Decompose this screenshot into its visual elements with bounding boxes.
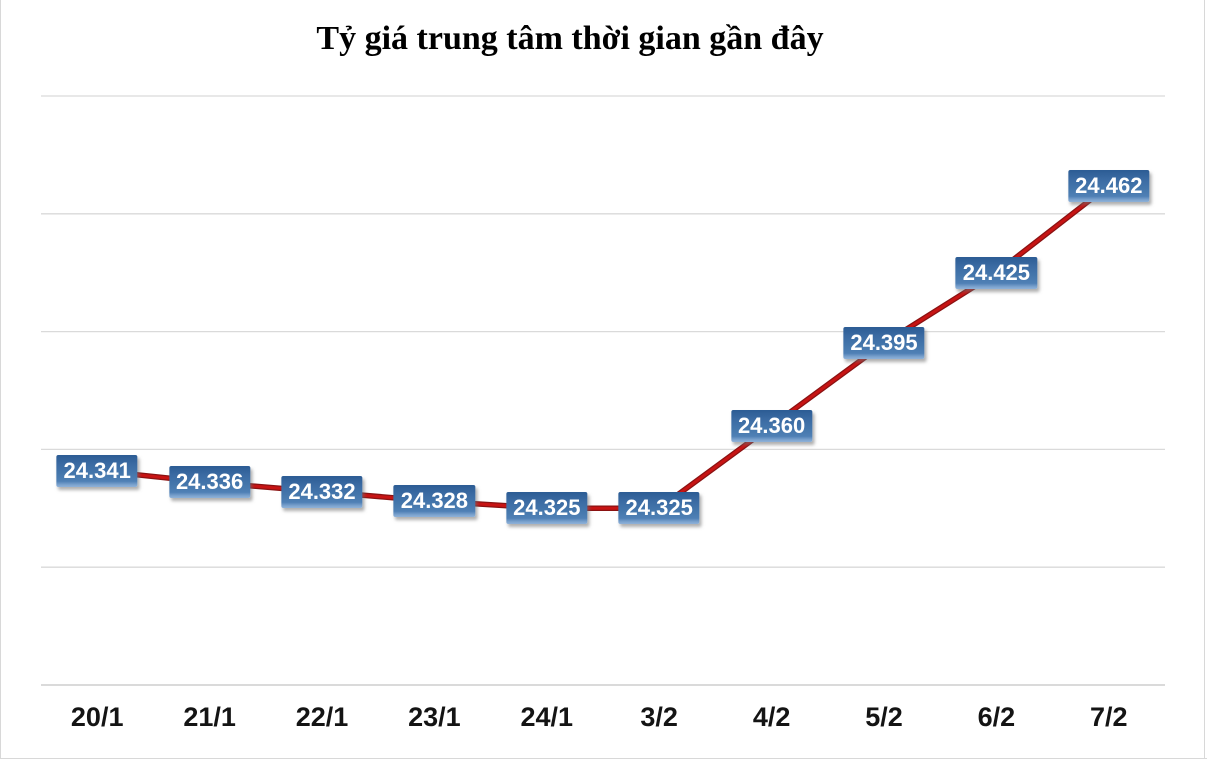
x-axis-label: 6/2 — [977, 702, 1016, 732]
frame-border-left — [0, 0, 1, 759]
series-line — [95, 184, 1111, 510]
x-axis-label: 5/2 — [865, 702, 903, 732]
data-label: 24.325 — [506, 492, 588, 525]
frame-border-right — [1204, 0, 1205, 759]
x-axis-label: 4/2 — [752, 702, 791, 732]
data-label: 24.336 — [168, 466, 251, 499]
frame-border-bottom — [0, 758, 1207, 759]
data-label: 24.332 — [281, 475, 363, 508]
x-axis-label: 20/1 — [70, 702, 124, 732]
x-axis-label: 24/1 — [520, 702, 574, 732]
x-axis-label: 21/1 — [183, 702, 236, 732]
data-label: 24.328 — [393, 485, 476, 518]
x-axis-label: 23/1 — [408, 702, 461, 732]
data-label: 24.395 — [843, 327, 925, 360]
series-line-edge — [94, 182, 1112, 512]
data-label: 24.425 — [955, 256, 1038, 289]
x-axis-label: 7/2 — [1090, 702, 1128, 732]
data-label: 24.325 — [618, 492, 700, 525]
data-label: 24.341 — [56, 454, 138, 487]
data-label: 24.462 — [1068, 169, 1150, 202]
data-label: 24.360 — [730, 409, 813, 442]
x-axis-label: 3/2 — [640, 702, 678, 732]
x-axis-label: 22/1 — [295, 702, 349, 732]
chart-title: Tỷ giá trung tâm thời gian gần đây — [316, 20, 824, 57]
